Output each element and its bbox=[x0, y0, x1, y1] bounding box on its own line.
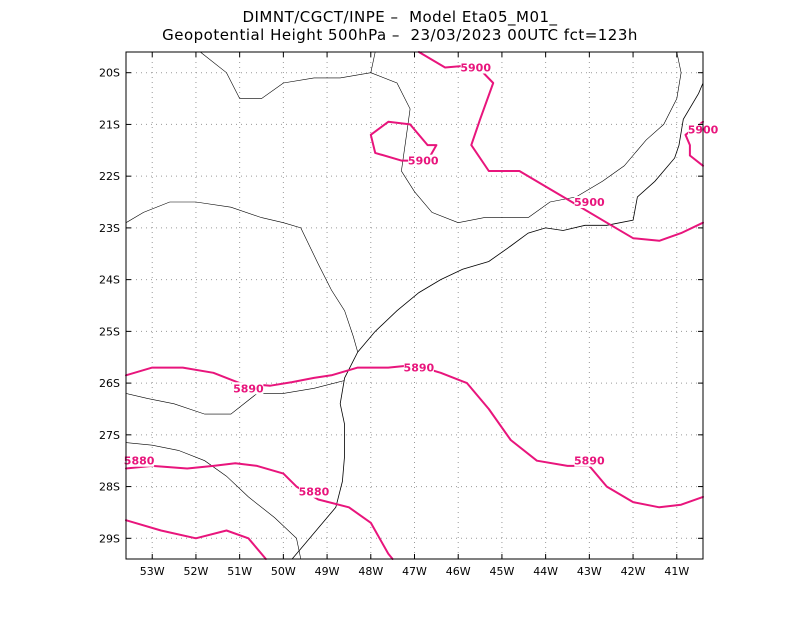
tick-label-lon: 48W bbox=[358, 565, 383, 578]
state-border bbox=[125, 380, 345, 415]
tick-label-lat: 26S bbox=[99, 377, 120, 390]
contour-label: 5900 bbox=[460, 62, 491, 75]
geography bbox=[125, 51, 704, 560]
state-border bbox=[370, 51, 376, 73]
title-line-2: Geopotential Height 500hPa – 23/03/2023 … bbox=[162, 26, 638, 44]
contour-label: 5900 bbox=[574, 196, 605, 209]
contour-label-bg bbox=[233, 382, 264, 395]
contour-label: 5880 bbox=[124, 455, 155, 468]
tick-label-lat: 22S bbox=[99, 170, 120, 183]
tick-label-lat: 28S bbox=[99, 481, 120, 494]
state-border bbox=[125, 201, 358, 353]
tick-label-lat: 23S bbox=[99, 222, 120, 235]
tick-label-lat: 20S bbox=[99, 67, 120, 80]
contour-label-bg bbox=[124, 454, 155, 467]
state-border bbox=[200, 51, 227, 73]
contour-label-bg bbox=[408, 154, 439, 167]
tick-label-lon: 42W bbox=[621, 565, 646, 578]
tick-label-lat: 21S bbox=[99, 118, 120, 131]
tick-label-lat: 24S bbox=[99, 274, 120, 287]
contour-5880 bbox=[125, 462, 394, 560]
gridlines bbox=[126, 52, 703, 559]
contour-label-bg bbox=[298, 485, 329, 498]
tick-label-lon: 53W bbox=[140, 565, 165, 578]
tick-label-lon: 41W bbox=[664, 565, 689, 578]
tick-label-lon: 47W bbox=[402, 565, 427, 578]
tick-label-lon: 50W bbox=[271, 565, 296, 578]
coastline bbox=[291, 82, 704, 560]
contour-label-bg bbox=[403, 361, 434, 374]
tick-label-lat: 29S bbox=[99, 532, 120, 545]
contour-5890 bbox=[125, 364, 704, 509]
tick-label-lon: 49W bbox=[315, 565, 340, 578]
contour-label: 5890 bbox=[404, 362, 435, 375]
contour-label: 5890 bbox=[574, 455, 605, 468]
tick-label-lon: 45W bbox=[489, 565, 514, 578]
state-border bbox=[528, 51, 682, 218]
contour-label-bg bbox=[460, 61, 491, 74]
title-line-1: DIMNT/CGCT/INPE – Model Eta05_M01_ bbox=[242, 8, 558, 26]
tick-label-lon: 52W bbox=[184, 565, 209, 578]
tick-label-lon: 44W bbox=[533, 565, 558, 578]
contour-label-bg bbox=[574, 454, 605, 467]
tick-label-lon: 46W bbox=[446, 565, 471, 578]
contour-label: 5890 bbox=[233, 382, 264, 395]
tick-label-lon: 43W bbox=[577, 565, 602, 578]
contour-5880 bbox=[125, 519, 267, 560]
state-border bbox=[125, 442, 302, 560]
contour-label-bg bbox=[574, 196, 605, 209]
axis-ticks: 53W 52W 51W 50W 49W 48W 47W 46W 45W 44W 43W 42W 41W 2… bbox=[99, 52, 703, 578]
contour-5900 bbox=[369, 120, 438, 162]
contour-5900 bbox=[417, 51, 704, 242]
state-border bbox=[226, 72, 529, 224]
contour-label: 5900 bbox=[408, 155, 439, 168]
contour-label: 5880 bbox=[299, 486, 330, 499]
tick-label-lon: 51W bbox=[227, 565, 252, 578]
tick-label-lat: 25S bbox=[99, 325, 120, 338]
tick-label-lat: 27S bbox=[99, 429, 120, 442]
